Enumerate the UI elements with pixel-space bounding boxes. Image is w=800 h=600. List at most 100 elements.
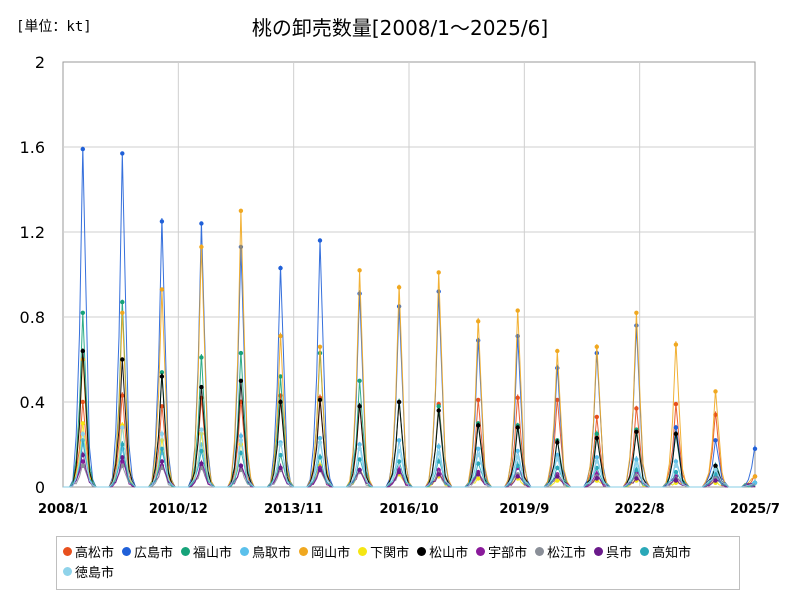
data-point [80,310,86,315]
data-point [238,208,244,213]
data-point [476,446,481,451]
data-point [120,151,125,156]
data-point [159,465,165,471]
data-point [278,442,283,447]
data-point [713,438,718,443]
data-point [120,463,125,468]
data-point [634,429,639,434]
data-point [713,478,718,483]
legend-item: 鳥取市 [240,541,291,561]
data-point [80,399,86,405]
y-tick-label: 0.8 [20,308,45,327]
x-tick-label: 2025/7 [730,502,780,517]
legend-swatch-icon [594,546,604,556]
data-point [357,378,362,383]
data-point [634,461,639,466]
data-point [515,395,520,400]
legend-item: 宇部市 [476,541,527,561]
x-tick-label: 2022/8 [615,502,665,517]
data-point [159,287,165,292]
data-point [238,433,244,439]
legend-swatch-icon [299,546,309,556]
data-point [436,404,441,409]
data-point [752,474,758,479]
data-point [159,459,165,464]
data-point [476,452,481,458]
data-point [159,219,165,224]
data-point [673,463,679,468]
data-point [278,465,283,471]
data-point [357,446,362,451]
data-point [673,469,679,475]
data-point [436,450,441,456]
data-point [634,457,639,462]
data-point [120,442,125,447]
data-point [555,474,560,479]
data-point [357,442,362,447]
data-point [713,463,718,468]
data-point [357,467,362,473]
data-point [436,472,441,477]
data-point [317,397,323,403]
data-point [594,344,599,349]
legend-swatch-icon [640,546,650,556]
data-point [357,404,362,409]
y-tick-label: 0.4 [20,393,45,412]
legend-label: 松山市 [429,545,469,561]
data-point [120,425,125,430]
data-point [634,310,639,315]
legend-swatch-icon [240,546,250,556]
legend-item: 呉市 [594,541,632,561]
data-point [396,459,402,464]
data-point [555,457,560,462]
data-point [159,431,165,437]
data-point [594,459,599,464]
data-point [752,446,758,451]
data-point [199,461,204,466]
data-point [634,467,639,473]
legend-swatch-icon [358,546,368,556]
data-point [555,348,560,354]
y-tick-label: 2 [35,53,45,72]
plot-area: 0 0.4 0.8 1.2 1.6 2 2008/1 2010/12 2013/11 2016/1… [20,53,780,517]
y-tick-label: 0 [35,478,45,497]
data-point [159,404,165,409]
data-point [238,463,244,468]
data-point [396,285,402,290]
data-point [436,289,441,294]
legend-item: 広島市 [122,541,173,561]
data-point [476,476,481,481]
data-point [555,440,560,445]
data-point [594,476,599,481]
data-point [396,304,402,309]
legend-label: 広島市 [134,545,174,561]
data-point [80,421,86,426]
data-point [515,425,520,430]
legend-label: 岡山市 [311,545,351,561]
legend-swatch-icon [181,546,191,556]
data-point [476,319,481,324]
data-point [278,452,283,458]
series-line-12 [63,426,756,488]
data-point [555,397,560,403]
data-point [555,478,560,483]
data-point [673,342,679,347]
data-point [238,450,244,456]
data-point [120,393,125,398]
data-point [396,399,402,405]
data-point [515,455,520,460]
legend-swatch-icon [535,546,545,556]
data-point [159,446,165,451]
data-point [357,457,362,462]
legend-item: 松山市 [417,541,468,561]
data-point [317,238,323,243]
data-point [396,469,402,475]
data-point [713,389,718,394]
legend-swatch-icon [476,546,486,556]
data-point [159,370,165,375]
data-point [80,463,86,468]
data-point [199,355,204,360]
data-point [199,448,204,454]
data-point [238,350,244,356]
data-point [357,291,362,296]
